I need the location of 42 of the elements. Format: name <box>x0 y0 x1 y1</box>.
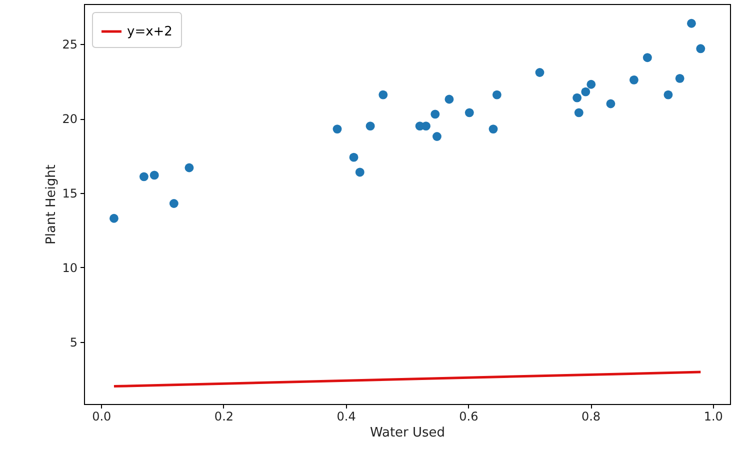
y-tick-label: 25 <box>62 38 78 52</box>
point <box>686 18 696 28</box>
point <box>110 214 118 223</box>
x-tick-label: 1.0 <box>704 410 723 424</box>
point <box>606 99 616 108</box>
point <box>430 110 440 119</box>
point <box>664 90 673 100</box>
point <box>139 172 148 182</box>
point <box>572 93 582 102</box>
x-tick-label: 0.2 <box>214 410 234 424</box>
x-axis-title: Water Used <box>370 426 446 440</box>
x-tick-label: 0.4 <box>336 410 356 424</box>
point <box>184 163 194 172</box>
point <box>696 44 706 54</box>
point <box>488 124 498 134</box>
y-tick-label: 5 <box>70 335 78 350</box>
point <box>629 75 638 84</box>
point <box>332 124 342 134</box>
point <box>586 80 596 89</box>
x-tick-label: 0.6 <box>459 410 478 424</box>
point <box>642 53 652 62</box>
x-tick-label: 0.8 <box>581 410 601 424</box>
point <box>169 199 178 208</box>
point <box>535 68 544 77</box>
point <box>574 108 584 118</box>
legend-label: y=x+2 <box>127 24 172 40</box>
point <box>492 90 502 100</box>
point <box>150 170 159 180</box>
point <box>444 94 454 104</box>
point <box>355 168 364 177</box>
x-tick-label: 0.0 <box>92 410 112 424</box>
point <box>349 152 358 162</box>
point <box>464 108 474 118</box>
point <box>675 74 684 83</box>
y-tick-label: 20 <box>62 112 78 126</box>
y-axis-title: Plant Height <box>44 164 60 244</box>
y-tick-label: 15 <box>62 186 78 201</box>
point <box>366 122 375 131</box>
point <box>432 132 442 141</box>
y-tick-label: 10 <box>62 260 78 275</box>
point <box>378 90 388 100</box>
point <box>581 87 590 96</box>
